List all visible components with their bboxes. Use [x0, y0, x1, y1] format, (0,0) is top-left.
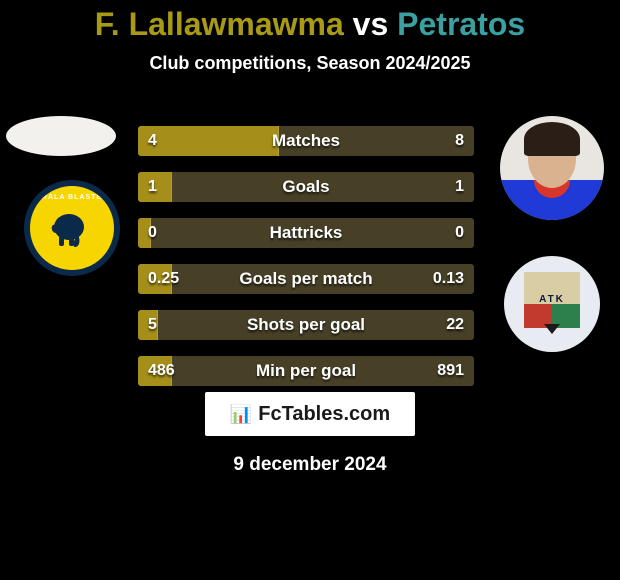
branding-text: FcTables.com [258, 403, 390, 426]
stat-label: Hattricks [138, 218, 474, 248]
player1-club-badge: KERALA BLASTERS [24, 180, 120, 276]
branding-badge: 📊 FcTables.com [205, 392, 415, 436]
stat-row: 486Min per goal891 [138, 356, 474, 386]
player2-name: Petratos [397, 6, 525, 42]
player2-club-badge: ATK [504, 256, 600, 352]
stat-row: 0Hattricks0 [138, 218, 474, 248]
player1-avatar-placeholder [6, 116, 116, 156]
stat-row: 5Shots per goal22 [138, 310, 474, 340]
player2-avatar [500, 116, 604, 220]
player2-club-name: ATK [539, 294, 565, 305]
stat-value-player2: 891 [437, 356, 464, 386]
stat-row: 0.25Goals per match0.13 [138, 264, 474, 294]
stat-label: Goals [138, 172, 474, 202]
stat-label: Min per goal [138, 356, 474, 386]
stat-label: Goals per match [138, 264, 474, 294]
stat-row: 1Goals1 [138, 172, 474, 202]
elephant-icon [47, 203, 97, 253]
subtitle: Club competitions, Season 2024/2025 [0, 53, 620, 74]
stat-bars: 4Matches8 1Goals1 0Hattricks0 0.25Goals per… [138, 126, 474, 402]
stat-value-player2: 0 [455, 218, 464, 248]
stat-value-player2: 8 [455, 126, 464, 156]
vs-label: vs [353, 6, 389, 42]
comparison-infographic: F. Lallawmawma vs Petratos Club competit… [0, 0, 620, 580]
date-label: 9 december 2024 [0, 454, 620, 476]
right-column: ATK [490, 108, 620, 352]
player1-club-name: KERALA BLASTERS [30, 194, 114, 201]
stat-value-player2: 22 [446, 310, 464, 340]
player1-name: F. Lallawmawma [95, 6, 344, 42]
stat-value-player2: 0.13 [433, 264, 464, 294]
chart-icon: 📊 [230, 404, 252, 425]
hair-icon [524, 122, 580, 156]
stat-row: 4Matches8 [138, 126, 474, 156]
left-column: KERALA BLASTERS [0, 108, 130, 276]
stat-label: Matches [138, 126, 474, 156]
stat-label: Shots per goal [138, 310, 474, 340]
stat-value-player2: 1 [455, 172, 464, 202]
page-title: F. Lallawmawma vs Petratos [0, 0, 620, 43]
